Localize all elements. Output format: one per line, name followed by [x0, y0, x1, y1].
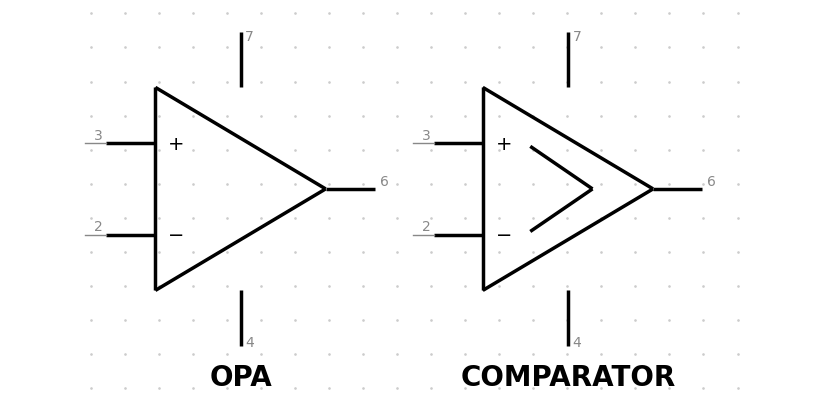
Text: −: − [496, 226, 512, 245]
Text: OPA: OPA [209, 364, 272, 392]
Text: 4: 4 [572, 335, 581, 349]
Text: 3: 3 [421, 129, 430, 143]
Text: 2: 2 [95, 220, 103, 234]
Text: 7: 7 [245, 30, 253, 44]
Text: +: + [496, 134, 512, 153]
Text: 2: 2 [421, 220, 430, 234]
Text: −: − [168, 226, 184, 245]
Text: 6: 6 [707, 174, 716, 188]
Text: 6: 6 [380, 174, 389, 188]
Text: +: + [168, 134, 184, 153]
Text: 7: 7 [572, 30, 581, 44]
Text: 3: 3 [95, 129, 103, 143]
Text: 4: 4 [245, 335, 253, 349]
Text: COMPARATOR: COMPARATOR [460, 364, 676, 392]
